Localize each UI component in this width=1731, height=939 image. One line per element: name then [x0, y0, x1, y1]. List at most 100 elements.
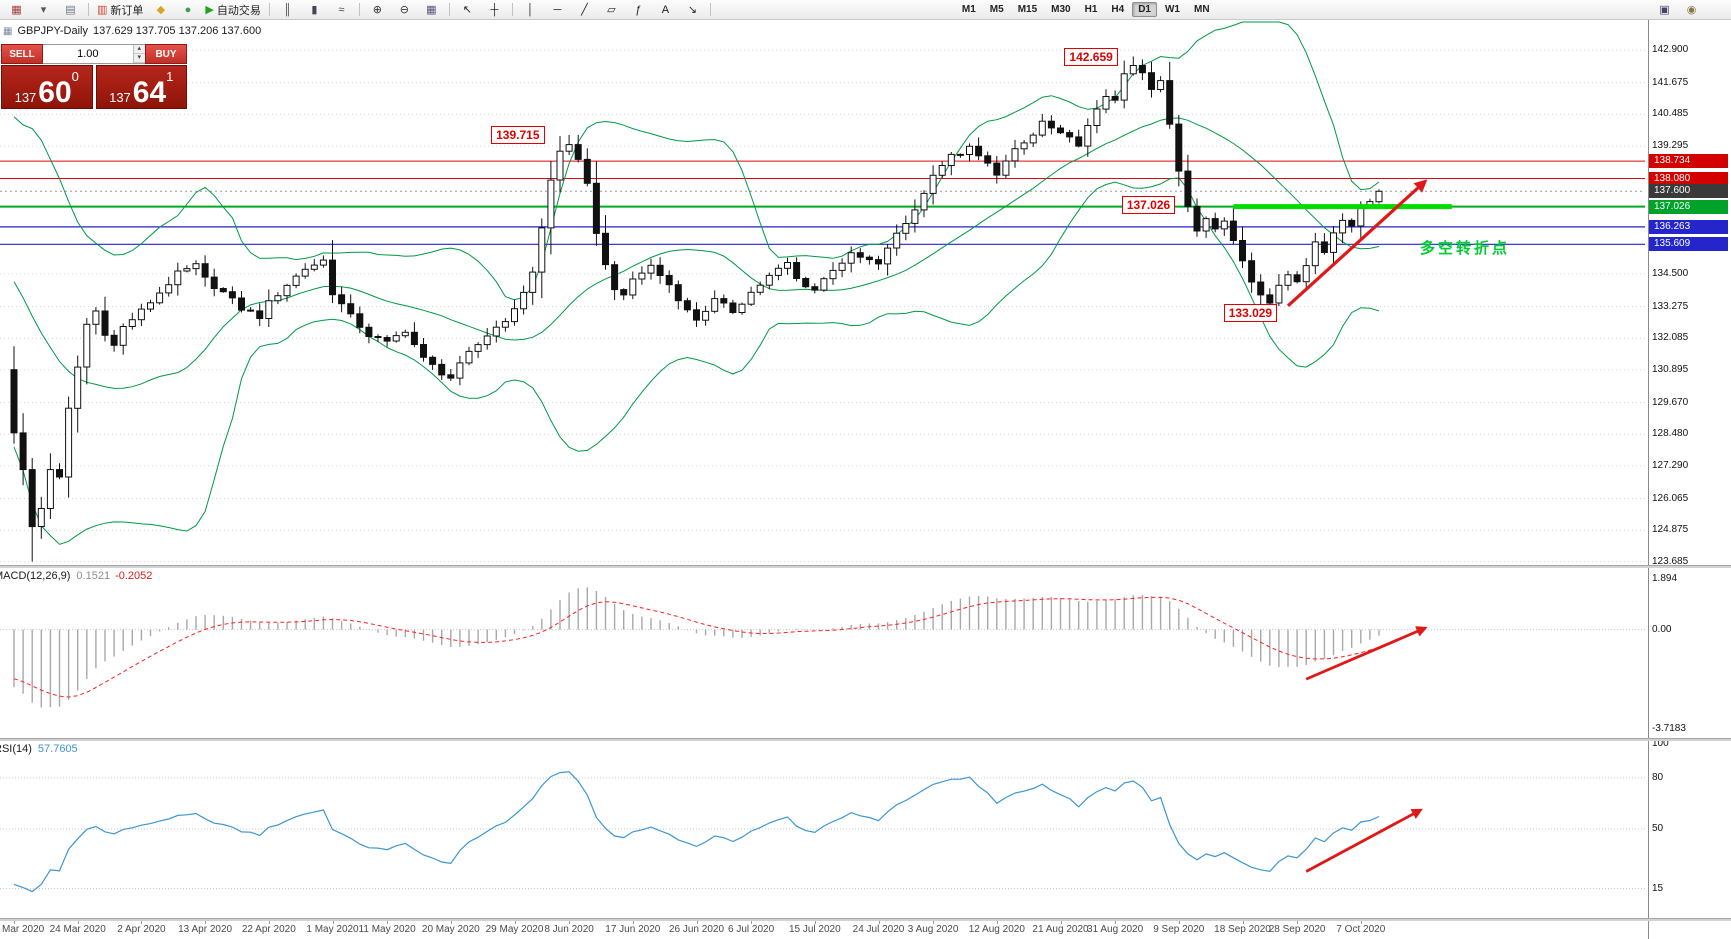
- channel-icon: ▱: [607, 4, 616, 16]
- sell-price-pips: 60: [38, 75, 72, 109]
- crosshair-icon[interactable]: ┼: [481, 0, 508, 19]
- date-axis-tick: [141, 920, 143, 924]
- autotrading-button[interactable]: ▶ 自动交易: [201, 0, 264, 19]
- autotrading-button: ▶: [205, 4, 214, 16]
- price-label-annotation[interactable]: 139.715: [491, 125, 545, 144]
- cursor-icon: ↖: [462, 4, 472, 16]
- one-click-trade-panel: SELL ▴ ▾ BUY 137 60 0 137 64 1: [1, 44, 187, 109]
- date-axis-tick: [569, 920, 571, 924]
- timeframe-w1[interactable]: W1: [1164, 4, 1180, 15]
- y-axis-tick: 141.675: [1652, 76, 1689, 88]
- buy-price-major: 137: [109, 89, 131, 105]
- timeframe-m5[interactable]: M5: [989, 4, 1004, 15]
- toolbar-separator: [511, 3, 513, 16]
- alert-icon[interactable]: ◉: [1678, 0, 1705, 19]
- price-label-annotation[interactable]: 142.659: [1064, 47, 1118, 66]
- macd-main-value: 0.1521: [76, 570, 111, 582]
- panel-separator-rsi[interactable]: [0, 738, 1731, 741]
- line-chart-icon[interactable]: ≈: [328, 0, 355, 19]
- channel-icon[interactable]: ▱: [598, 0, 625, 19]
- volume-stepper: ▴ ▾: [132, 45, 145, 63]
- market-watch-icon[interactable]: ●: [174, 0, 201, 19]
- y-axis-tick: 128.480: [1652, 428, 1689, 440]
- candlestick-chart-icon[interactable]: ▮: [301, 0, 328, 19]
- date-axis-label: 9 Sep 2020: [1153, 924, 1205, 935]
- macd-signal-value: -0.2052: [115, 570, 153, 582]
- date-axis-tick: [1060, 920, 1062, 924]
- rsi-axis-tick: 100: [1652, 738, 1669, 749]
- buy-price-pips: 64: [132, 75, 167, 109]
- window-list-icon[interactable]: ▣: [1651, 0, 1678, 19]
- zoom-out-icon[interactable]: ⊖: [391, 0, 418, 19]
- date-axis-tick: [1242, 920, 1244, 924]
- bar-chart-icon: ║: [283, 3, 292, 16]
- new-order-button-label: 新订单: [110, 4, 144, 17]
- timeframe-m30[interactable]: M30: [1051, 4, 1071, 15]
- price-label-annotation[interactable]: 137.026: [1121, 195, 1176, 214]
- toolbar-separator: [88, 3, 89, 16]
- expert-advisor-icon[interactable]: ◆: [147, 0, 174, 19]
- new-chart-icon[interactable]: ▦: [3, 0, 30, 19]
- date-axis-label: 31 Aug 2020: [1087, 924, 1144, 935]
- buy-price-display[interactable]: 137 64 1: [95, 65, 187, 109]
- volume-up-icon[interactable]: ▴: [133, 45, 145, 54]
- y-axis-tick: 142.900: [1652, 44, 1689, 56]
- tile-windows-icon[interactable]: ▦: [418, 0, 445, 19]
- y-axis-tick: 140.485: [1652, 108, 1689, 120]
- timeframe-m15[interactable]: M15: [1017, 4, 1038, 15]
- rsi-axis-tick: 80: [1652, 772, 1664, 783]
- timeframe-h1[interactable]: H1: [1084, 4, 1098, 15]
- price-tag: 137.026: [1649, 199, 1728, 214]
- chart-dropdown-icon[interactable]: ▾: [30, 0, 57, 19]
- vertical-line-icon[interactable]: │: [517, 0, 544, 19]
- cursor-icon[interactable]: ↖: [454, 0, 481, 19]
- text-icon[interactable]: A: [652, 0, 679, 19]
- date-axis-tick: [205, 920, 207, 924]
- date-axis-label: 1 May 2020: [306, 924, 359, 935]
- panel-separator-macd[interactable]: [0, 565, 1731, 568]
- new-order-button[interactable]: ▥ 新订单: [93, 0, 147, 19]
- y-axis-tick: 132.085: [1652, 332, 1689, 344]
- date-axis-tick: [814, 920, 816, 924]
- date-axis-tick: [751, 920, 753, 924]
- vertical-line-icon: │: [526, 3, 534, 16]
- zoom-in-icon[interactable]: ⊕: [364, 0, 391, 19]
- volume-box: ▴ ▾: [43, 44, 145, 64]
- buy-button[interactable]: BUY: [145, 44, 187, 64]
- date-axis-label: 7 Oct 2020: [1336, 924, 1386, 935]
- timeframe-mn[interactable]: MN: [1193, 4, 1210, 15]
- crosshair-icon: ┼: [490, 3, 499, 16]
- sell-button[interactable]: SELL: [1, 44, 43, 64]
- zoom-out-icon: ⊖: [399, 4, 409, 16]
- profiles-icon[interactable]: ▤: [57, 0, 84, 19]
- date-axis-tick: [268, 920, 270, 924]
- sell-price-display[interactable]: 137 60 0: [1, 65, 93, 109]
- price-tag: 135.609: [1649, 237, 1728, 252]
- date-axis-label: 13 Apr 2020: [178, 924, 233, 935]
- date-axis-tick: [77, 920, 79, 924]
- date-axis-label: 20 May 2020: [421, 924, 480, 935]
- fibonacci-icon[interactable]: ƒ: [625, 0, 652, 19]
- macd-axis-tick: 0.00: [1652, 623, 1672, 635]
- volume-down-icon[interactable]: ▾: [133, 54, 145, 63]
- candlestick-chart-icon: ▮: [311, 4, 318, 16]
- trendline-icon[interactable]: ╱: [571, 0, 598, 19]
- horizontal-line-icon[interactable]: ─: [544, 0, 571, 19]
- date-axis-label: 29 May 2020: [485, 924, 544, 935]
- toolbar-separator: [448, 3, 450, 16]
- timeframe-h4[interactable]: H4: [1111, 4, 1125, 15]
- profiles-icon: ▤: [65, 4, 76, 16]
- turning-point-note[interactable]: 多空转折点: [1420, 240, 1511, 258]
- date-axis-label: 8 Jun 2020: [544, 924, 594, 935]
- y-axis-tick: 133.275: [1652, 300, 1689, 312]
- bar-chart-icon[interactable]: ║: [274, 0, 301, 19]
- timeframe-d1[interactable]: D1: [1132, 2, 1157, 17]
- volume-input[interactable]: [43, 45, 133, 63]
- chart-window-icon: ▦: [3, 25, 13, 37]
- arrow-objects-icon: ↘: [687, 4, 697, 16]
- date-axis-label: 24 Mar 2020: [49, 924, 106, 935]
- timeframe-m1[interactable]: M1: [961, 4, 976, 15]
- arrow-objects-icon[interactable]: ↘: [679, 0, 706, 19]
- price-label-annotation[interactable]: 133.029: [1223, 304, 1278, 322]
